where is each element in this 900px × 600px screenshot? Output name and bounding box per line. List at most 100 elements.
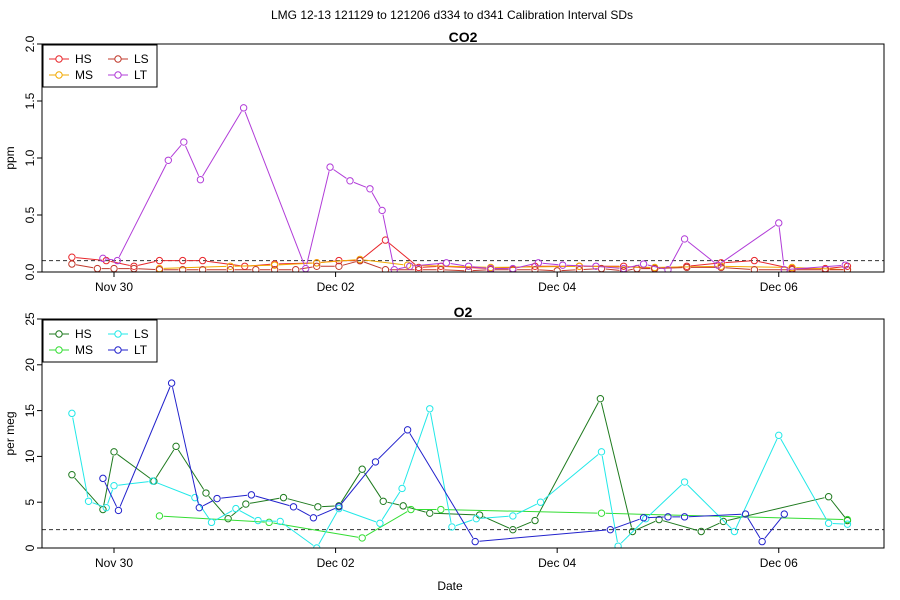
o2-series-lt-point bbox=[195, 503, 204, 512]
o2-series-hs-point bbox=[314, 503, 322, 511]
figure-title: LMG 12-13 121129 to 121206 d334 to d341 … bbox=[271, 8, 633, 22]
co2-series-hs-point bbox=[130, 262, 138, 270]
o2-x-tick-label: Dec 06 bbox=[760, 556, 798, 570]
co2-legend-item-lt: LT bbox=[108, 68, 148, 82]
o2-series-ls-point bbox=[509, 512, 517, 520]
o2-y-tick-label: 0 bbox=[23, 544, 37, 551]
co2-series-ls-point bbox=[313, 262, 321, 270]
o2-plot-frame bbox=[41, 318, 885, 549]
o2-series-hs-point bbox=[509, 525, 517, 534]
o2-series-hs-point bbox=[426, 509, 434, 517]
co2-series-lt-point bbox=[639, 260, 648, 268]
co2-series-lt-point bbox=[664, 266, 672, 272]
co2-series-lt-point bbox=[714, 261, 722, 269]
co2-series-ls-point bbox=[226, 266, 235, 272]
o2-series-lt-point bbox=[758, 537, 766, 546]
co2-series-lt-point bbox=[196, 175, 205, 184]
o2-series-lt-point bbox=[639, 514, 648, 522]
co2-legend-label: LS bbox=[134, 52, 149, 66]
co2-series-lt-point bbox=[180, 138, 188, 146]
co2-series-ls-point bbox=[93, 264, 102, 272]
o2-legend-swatch-point bbox=[55, 330, 63, 338]
o2-series-hs-point bbox=[279, 493, 288, 502]
co2-legend-label: LT bbox=[134, 68, 148, 82]
o2-x-tick-label: Dec 04 bbox=[538, 556, 576, 570]
co2-series-hs-point bbox=[619, 262, 628, 270]
o2-series-ls-point bbox=[191, 493, 199, 502]
co2-series-ms-point bbox=[226, 262, 235, 270]
co2-series-group bbox=[68, 104, 852, 272]
o2-y-tick-label: 15 bbox=[23, 404, 37, 418]
o2-y-tick-label: 20 bbox=[23, 358, 37, 372]
co2-series-ls-point bbox=[464, 267, 473, 272]
co2-series-lt-line bbox=[107, 111, 842, 270]
co2-series-lt-point bbox=[464, 262, 473, 270]
o2-series-hs-point bbox=[697, 527, 705, 536]
o2-series-ls-point bbox=[68, 409, 76, 418]
o2-series-lt-point bbox=[335, 503, 343, 511]
co2-x-tick-label: Nov 30 bbox=[95, 280, 133, 294]
co2-series-lt-point bbox=[346, 177, 354, 185]
o2-legend-label: MS bbox=[75, 343, 93, 357]
o2-panel-title: O2 bbox=[454, 304, 473, 320]
o2-legend-box bbox=[42, 319, 158, 363]
o2-series-lt-point bbox=[471, 537, 479, 546]
o2-series-hs-point bbox=[399, 502, 407, 510]
o2-series-ls-point bbox=[730, 527, 739, 536]
co2-series-lt-point bbox=[378, 206, 386, 215]
o2-series-ls-point bbox=[102, 503, 110, 512]
o2-series-ls-point bbox=[207, 518, 216, 527]
co2-series-ls-point bbox=[437, 266, 445, 272]
o2-series-ls-point bbox=[824, 519, 833, 527]
o2-series-lt-point bbox=[167, 379, 176, 387]
co2-legend-item-ms: MS bbox=[49, 68, 93, 82]
o2-y-axis-label: per meg bbox=[3, 411, 17, 455]
co2-series-lt-point bbox=[534, 259, 543, 267]
co2-series-ls-point bbox=[292, 266, 300, 272]
o2-y-tick-label: 10 bbox=[23, 449, 37, 463]
co2-y-tick-label: 0.0 bbox=[23, 263, 37, 280]
co2-series-lt-point bbox=[442, 259, 451, 267]
o2-legend-item-ls: LS bbox=[108, 327, 149, 341]
o2-series-lt-point bbox=[99, 474, 107, 483]
o2-legend-item-ms: MS bbox=[49, 343, 93, 357]
co2-legend-label: HS bbox=[75, 52, 92, 66]
co2-series-lt-point bbox=[326, 163, 334, 171]
o2-series-hs-point bbox=[224, 514, 232, 523]
o2-series-ls-point bbox=[426, 405, 434, 413]
o2-series-ls-point bbox=[597, 448, 606, 456]
co2-series-lt-point bbox=[366, 185, 374, 193]
o2-series-ms-line bbox=[163, 509, 844, 538]
o2-series-lt-point bbox=[213, 494, 221, 503]
o2-series-ms-point bbox=[358, 534, 366, 542]
co2-series-lt-point bbox=[592, 262, 600, 270]
co2-legend-swatch-point bbox=[114, 55, 122, 63]
o2-series-lt-point bbox=[664, 513, 672, 521]
co2-legend-label: MS bbox=[75, 68, 93, 82]
co2-series-lt-point bbox=[390, 266, 399, 272]
co2-series-ms-point bbox=[270, 261, 279, 269]
co2-series-ls-point bbox=[531, 266, 539, 272]
co2-series-lt-point bbox=[780, 266, 788, 272]
co2-series-ms-point bbox=[788, 263, 796, 272]
co2-series-ls-point bbox=[270, 266, 279, 272]
o2-legend-item-lt: LT bbox=[108, 343, 148, 357]
o2-series-hs-point bbox=[68, 471, 76, 479]
o2-series-ms-point bbox=[437, 505, 445, 514]
o2-series-lt-point bbox=[309, 514, 318, 522]
co2-series-ls-point bbox=[381, 266, 390, 272]
co2-panel: CO2 ppm 0.0 0.5 1.0 1.5 2.0 Nov 30 Dec 02 Dec 04 D… bbox=[3, 29, 885, 294]
o2-legend-swatch-point bbox=[55, 346, 63, 354]
co2-series-ls-point bbox=[683, 263, 691, 272]
o2-series-ls-line bbox=[72, 412, 844, 546]
o2-series-ms-point bbox=[407, 505, 415, 514]
o2-legend-label: LT bbox=[134, 343, 148, 357]
co2-series-ls-point bbox=[110, 264, 118, 272]
o2-series-hs-point bbox=[242, 500, 250, 508]
co2-series-ls-line bbox=[75, 261, 844, 272]
o2-series-ms-point bbox=[265, 518, 273, 527]
co2-series-lt-point bbox=[406, 262, 414, 270]
co2-series-hs-point bbox=[68, 253, 76, 261]
o2-x-tick-label: Nov 30 bbox=[95, 556, 133, 570]
co2-series-ls-point bbox=[575, 266, 584, 272]
